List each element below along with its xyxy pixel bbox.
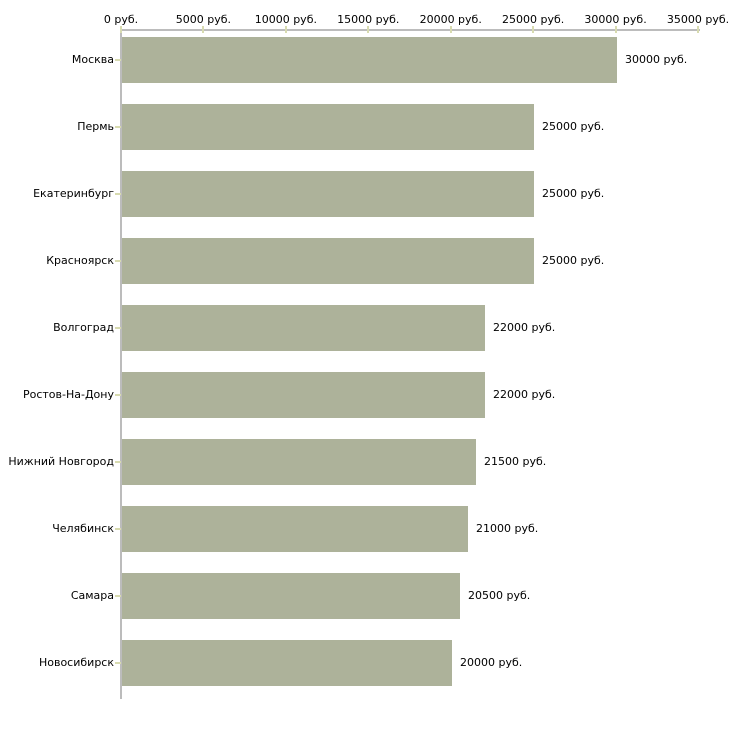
bar (122, 37, 617, 83)
category-label: Челябинск (52, 522, 114, 535)
x-axis-tick (367, 26, 370, 33)
y-axis-tick (115, 126, 121, 128)
x-tick-label: 10000 руб. (254, 13, 317, 26)
value-label: 20500 руб. (468, 589, 531, 602)
x-axis-tick (284, 26, 287, 33)
value-label: 25000 руб. (542, 254, 605, 267)
value-label: 21500 руб. (484, 455, 547, 468)
y-axis-tick (115, 327, 121, 329)
x-axis-tick (614, 26, 617, 33)
category-label: Ростов-На-Дону (22, 388, 114, 401)
bar (122, 506, 468, 552)
value-label: 22000 руб. (493, 388, 556, 401)
y-axis-tick (115, 662, 121, 664)
bar (122, 305, 485, 351)
y-axis-tick (115, 394, 121, 396)
category-label: Екатеринбург (33, 187, 114, 200)
category-label: Пермь (77, 120, 114, 133)
category-label: Москва (71, 53, 114, 66)
x-axis-tick (449, 26, 452, 33)
y-axis-tick (115, 528, 121, 530)
x-tick-label: 15000 руб. (337, 13, 400, 26)
value-label: 20000 руб. (460, 656, 523, 669)
x-tick-label: 35000 руб. (666, 13, 730, 26)
bar (122, 372, 485, 418)
x-axis-line (120, 29, 700, 31)
category-label: Самара (70, 589, 114, 602)
value-label: 25000 руб. (542, 187, 605, 200)
category-label: Новосибирск (38, 656, 114, 669)
x-axis-tick (120, 26, 122, 33)
bar (122, 640, 452, 686)
bar (122, 238, 534, 284)
value-label: 22000 руб. (493, 321, 556, 334)
value-label: 21000 руб. (476, 522, 539, 535)
y-axis-tick (115, 260, 121, 262)
category-label: Красноярск (46, 254, 114, 267)
bar (122, 439, 476, 485)
value-label: 30000 руб. (625, 53, 688, 66)
bar (122, 573, 460, 619)
category-label: Нижний Новгород (8, 455, 114, 468)
x-tick-label: 5000 руб. (175, 13, 232, 26)
x-tick-label: 25000 руб. (502, 13, 565, 26)
bar (122, 171, 534, 217)
y-axis-line (120, 29, 122, 699)
y-axis-tick (115, 193, 121, 195)
y-axis-tick (115, 595, 121, 597)
x-tick-label: 0 руб. (103, 13, 139, 26)
x-tick-label: 20000 руб. (419, 13, 482, 26)
bar (122, 104, 534, 150)
x-tick-label: 30000 руб. (584, 13, 647, 26)
y-axis-tick (115, 461, 121, 463)
x-axis-tick (202, 26, 205, 33)
category-label: Волгоград (53, 321, 114, 334)
value-label: 25000 руб. (542, 120, 605, 133)
y-axis-tick (115, 59, 121, 61)
x-axis-tick (532, 26, 535, 33)
x-axis-tick (697, 26, 699, 33)
